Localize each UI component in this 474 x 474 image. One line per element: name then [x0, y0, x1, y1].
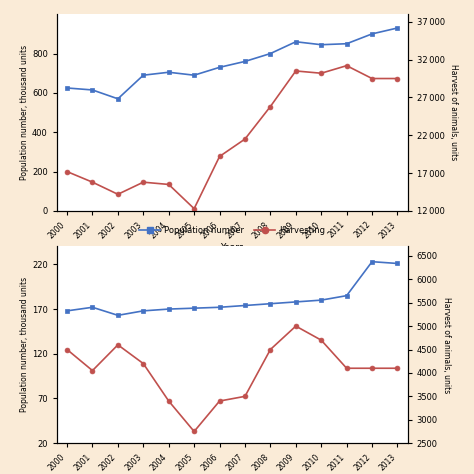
- Y-axis label: Harvest of animals, units: Harvest of animals, units: [442, 297, 451, 393]
- Y-axis label: Population number, thousand units: Population number, thousand units: [20, 277, 29, 412]
- Y-axis label: Population number, thousand units: Population number, thousand units: [20, 45, 29, 180]
- Legend: Population number, Harvesting: Population number, Harvesting: [136, 223, 328, 239]
- Y-axis label: Harvest of animals, units: Harvest of animals, units: [449, 64, 458, 161]
- X-axis label: Years: Years: [220, 243, 244, 252]
